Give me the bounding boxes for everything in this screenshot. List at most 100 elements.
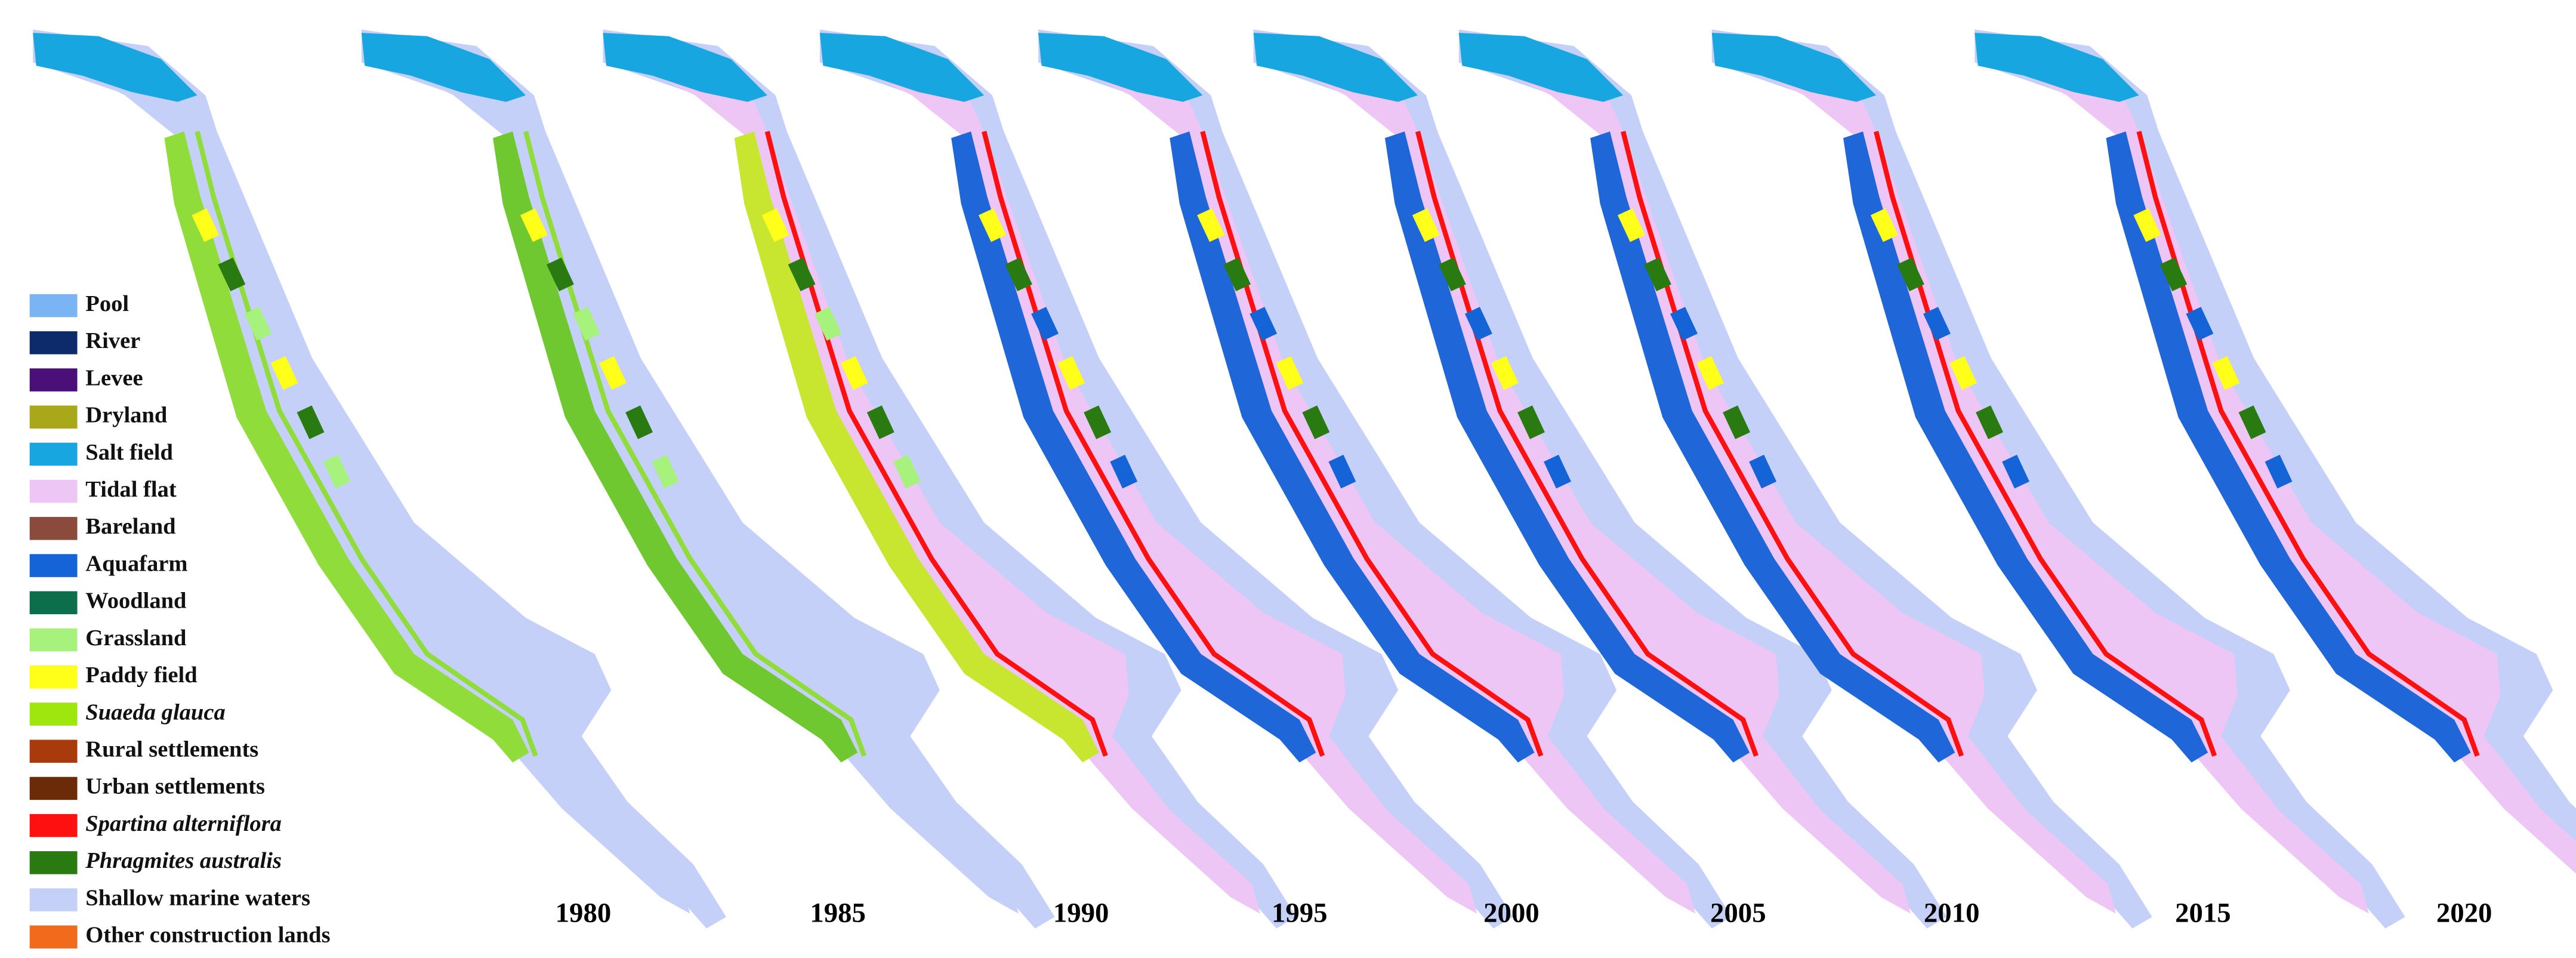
patch — [1870, 208, 1898, 242]
patch — [1949, 356, 1977, 390]
patch — [1005, 257, 1032, 292]
legend-swatch — [29, 888, 78, 911]
patch — [1749, 454, 1777, 489]
legend-label: Suaeda glauca — [85, 700, 225, 725]
patch — [1896, 257, 1924, 292]
patch — [1696, 356, 1724, 390]
legend-swatch — [29, 703, 78, 726]
maps — [33, 29, 2576, 929]
legend: Pool River Levee Dryland Salt field Tidal fla… — [29, 291, 331, 949]
year-label: 2015 — [2175, 897, 2231, 928]
legend-label: Grassland — [85, 626, 186, 651]
legend-swatch — [29, 925, 78, 949]
patch — [2238, 405, 2266, 439]
patch — [979, 208, 1006, 242]
year-label: 2010 — [1924, 897, 1980, 928]
patch — [323, 454, 351, 489]
patch — [1328, 454, 1356, 489]
patch — [1084, 405, 1112, 439]
legend-label: River — [85, 328, 140, 353]
legend-label: Phragmites australis — [85, 848, 282, 873]
patch — [1438, 257, 1466, 292]
map-panel — [361, 29, 1055, 929]
patch — [1670, 307, 1698, 341]
patch — [2265, 454, 2293, 489]
legend-swatch — [29, 591, 78, 615]
patch — [866, 405, 894, 439]
legend-label: Urban settlements — [85, 774, 265, 799]
legend-label: Aquafarm — [85, 551, 187, 576]
legend-swatch — [29, 851, 78, 874]
legend-label: Dryland — [85, 403, 167, 428]
patch — [2002, 454, 2030, 489]
map-panel — [1711, 29, 2405, 929]
patch — [2133, 208, 2161, 242]
map-panel — [1975, 29, 2576, 929]
patch — [761, 208, 789, 242]
patch — [1302, 405, 1330, 439]
year-label: 1985 — [810, 897, 866, 928]
patch — [2186, 307, 2214, 341]
legend-label: Levee — [85, 365, 143, 390]
patch — [840, 356, 868, 390]
patch — [1250, 307, 1278, 341]
map-panel — [33, 29, 726, 929]
patch — [1517, 405, 1545, 439]
patch — [2159, 257, 2188, 292]
patch — [520, 208, 548, 242]
legend-label: Salt field — [85, 440, 173, 465]
patch — [1976, 405, 2003, 439]
year-label: 1995 — [1272, 897, 1328, 928]
legend-label: Bareland — [85, 514, 175, 539]
legend-swatch — [29, 777, 78, 800]
patch — [1923, 307, 1951, 341]
patch — [1617, 208, 1645, 242]
year-label: 1990 — [1053, 897, 1109, 928]
patch — [297, 405, 325, 439]
legend-label: Woodland — [85, 589, 186, 614]
map-panel — [1458, 29, 2152, 929]
year-labels: 1980 1985 1990 1995 2000 2005 2010 2015 2020 — [556, 897, 2492, 928]
patch — [270, 356, 298, 390]
patch — [1544, 454, 1571, 489]
legend-swatch — [29, 517, 78, 540]
legend-swatch — [29, 294, 78, 318]
patch — [1412, 208, 1440, 242]
year-label: 2020 — [2436, 897, 2492, 928]
legend-label: Pool — [85, 291, 129, 316]
legend-swatch — [29, 479, 78, 503]
patch — [2212, 356, 2240, 390]
legend-label: Paddy field — [85, 663, 197, 688]
patch — [652, 454, 680, 489]
map-panel — [1038, 29, 1732, 929]
legend-swatch — [29, 331, 78, 355]
patch — [546, 257, 574, 292]
patch — [1110, 454, 1138, 489]
legend-label: Spartina alterniflora — [85, 811, 282, 836]
patch — [788, 257, 816, 292]
legend-swatch — [29, 814, 78, 837]
map-panel — [1253, 29, 1947, 929]
patch — [893, 454, 921, 489]
legend-label: Tidal flat — [85, 477, 177, 502]
patch — [599, 356, 627, 390]
legend-swatch — [29, 442, 78, 466]
patch — [1057, 356, 1085, 390]
patch — [625, 405, 653, 439]
legend-label: Shallow marine waters — [85, 885, 310, 910]
patch — [244, 307, 272, 341]
year-label: 2000 — [1483, 897, 1540, 928]
map-panel — [819, 29, 1513, 929]
patch — [1464, 307, 1492, 341]
patch — [1197, 208, 1225, 242]
patch — [1491, 356, 1519, 390]
patch — [192, 208, 220, 242]
patch — [1276, 356, 1304, 390]
legend-swatch — [29, 368, 78, 392]
legend-swatch — [29, 405, 78, 429]
legend-label: Other construction lands — [85, 923, 330, 948]
year-label: 2005 — [1710, 897, 1766, 928]
patch — [1643, 257, 1671, 292]
